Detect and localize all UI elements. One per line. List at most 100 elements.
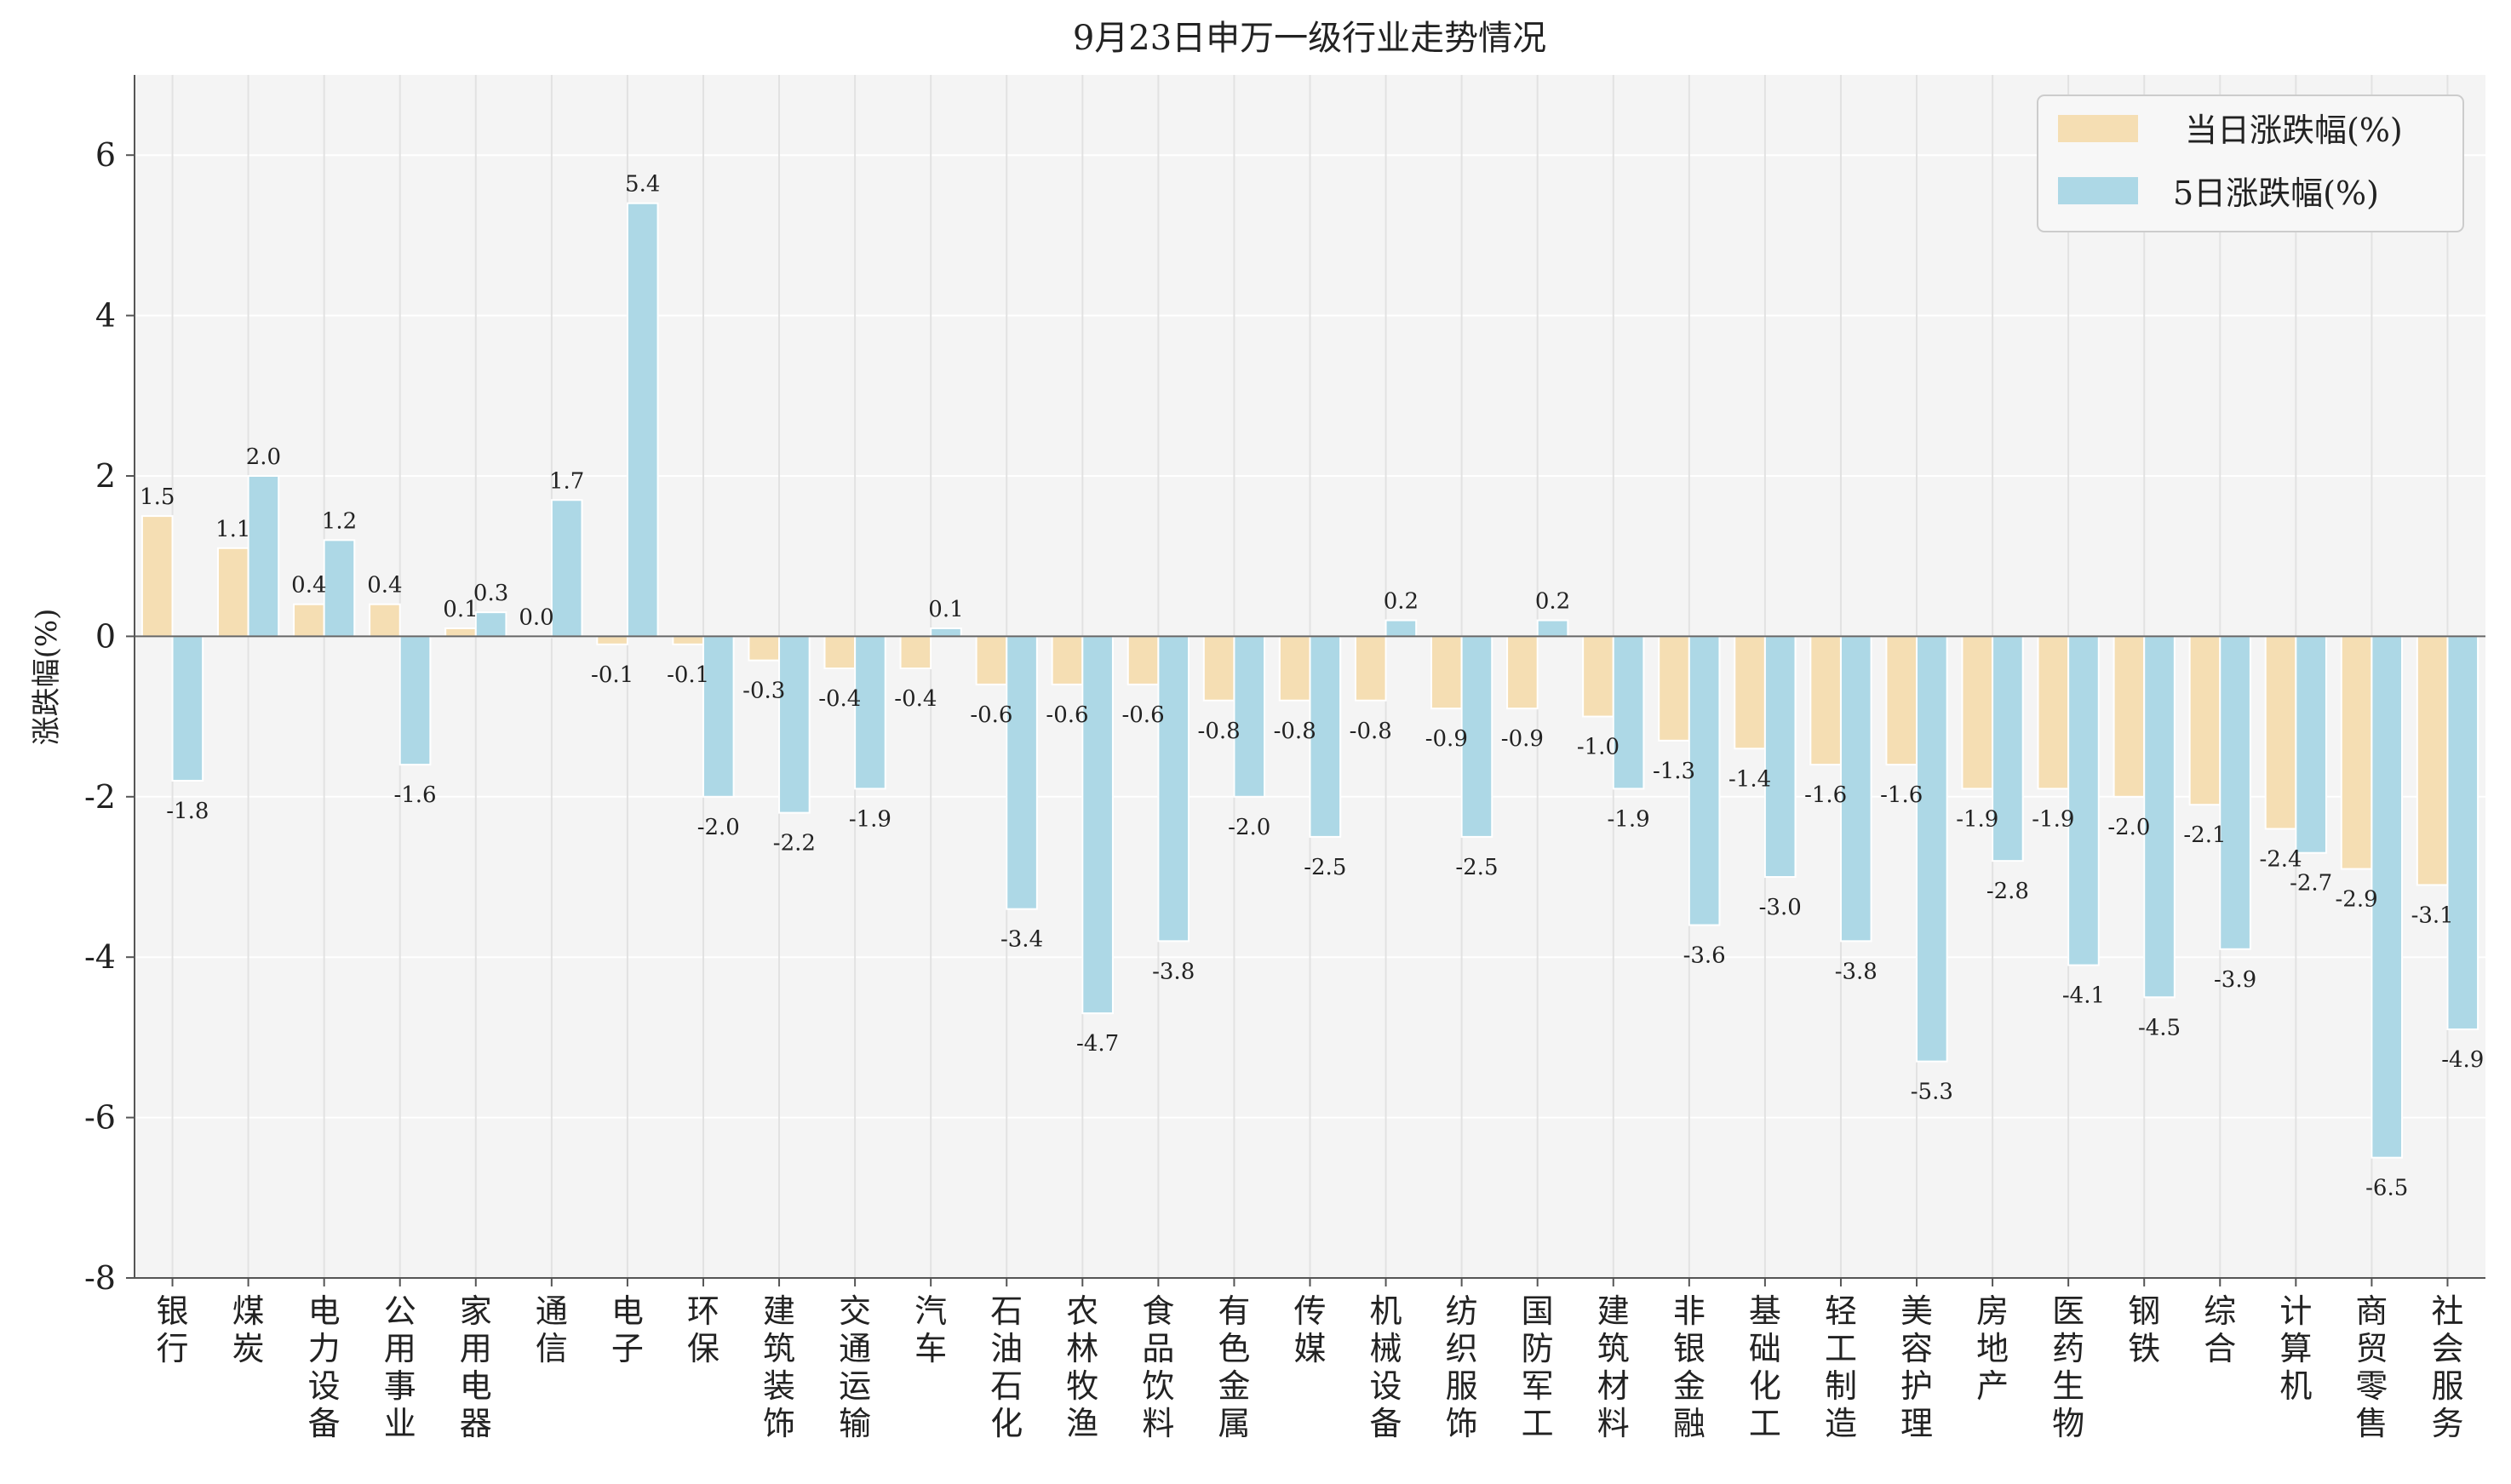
bar-daily	[444, 627, 477, 638]
data-label-daily: -1.6	[1804, 782, 1847, 808]
x-tick-label: 钢铁	[2128, 1292, 2160, 1367]
bar-daily	[823, 635, 857, 670]
bar-5day	[2067, 635, 2100, 966]
x-tick-label: 传媒	[1293, 1292, 1326, 1367]
bar-daily	[1202, 635, 1235, 702]
data-label-daily: -3.1	[2411, 902, 2454, 928]
data-label-daily: -0.9	[1425, 726, 1468, 752]
data-label-daily: 1.1	[215, 517, 250, 542]
bar-daily	[748, 635, 781, 662]
x-tick-label: 有色金属	[1218, 1292, 1250, 1442]
bar-daily	[596, 635, 628, 645]
bar-5day	[2219, 635, 2251, 950]
data-label-daily: -0.8	[1350, 719, 1392, 744]
y-tick-label: -8	[84, 1259, 116, 1297]
y-tick-label: 0	[95, 617, 116, 655]
data-label-daily: 0.4	[291, 573, 326, 599]
bar-daily	[1658, 635, 1690, 742]
y-tick-label: -2	[84, 778, 116, 816]
data-label-5day: 1.7	[549, 468, 584, 494]
y-tick-label: 2	[95, 457, 116, 495]
data-label-daily: -0.6	[970, 702, 1012, 728]
bar-5day	[2143, 635, 2176, 999]
data-label-daily: -1.6	[1880, 782, 1923, 808]
data-label-daily: -0.1	[591, 662, 633, 688]
bar-daily	[1430, 635, 1463, 710]
data-label-5day: -4.5	[2138, 1015, 2181, 1040]
legend: 当日涨跌幅(%) 5日涨跌幅(%)	[2037, 95, 2464, 232]
data-label-daily: -0.3	[742, 679, 785, 704]
bar-daily	[369, 603, 401, 638]
bar-5day	[626, 202, 659, 638]
x-tick-label: 医药生物	[2052, 1292, 2084, 1442]
bars	[140, 202, 2479, 1159]
bar-daily	[1354, 635, 1387, 702]
y-axis-label: 涨跌幅(%)	[30, 609, 64, 746]
data-label-daily: -1.4	[1728, 766, 1771, 792]
x-tick-label: 美容护理	[1900, 1292, 1933, 1442]
bar-5day	[2295, 635, 2327, 854]
data-label-daily: -1.9	[1956, 806, 1998, 832]
data-labels: 1.5-1.81.12.00.41.20.4-1.60.10.30.01.7-0…	[140, 172, 2484, 1201]
bar-5day	[1688, 635, 1721, 926]
bar-5day	[1536, 619, 1569, 638]
y-ticks: -8 -6 -4 -2 0 2 4 6	[84, 136, 135, 1297]
bar-5day	[1839, 635, 1872, 943]
bar-5day	[1157, 635, 1190, 943]
y-tick-label: 4	[95, 297, 116, 335]
data-label-daily: -2.1	[2183, 822, 2226, 848]
data-label-daily: -1.0	[1577, 735, 1620, 760]
data-label-5day: -3.8	[1152, 959, 1195, 984]
x-tick-label: 建筑材料	[1597, 1292, 1630, 1442]
data-label-5day: -4.7	[1076, 1031, 1119, 1057]
bar-daily	[899, 635, 932, 670]
bar-daily	[1127, 635, 1160, 685]
bar-5day	[550, 499, 583, 638]
bar-5day	[171, 635, 204, 782]
data-label-5day: -2.5	[1304, 855, 1346, 880]
bar-daily	[1278, 635, 1311, 702]
x-tick-label: 环保	[687, 1292, 719, 1367]
data-label-5day: 2.0	[246, 444, 281, 470]
data-label-5day: -1.8	[166, 799, 209, 824]
data-label-5day: -2.0	[697, 815, 740, 840]
bar-5day	[2371, 635, 2404, 1159]
bar-daily	[1582, 635, 1614, 718]
data-label-5day: 0.2	[1535, 589, 1570, 615]
bar-5day	[398, 635, 432, 766]
x-tick-label: 农林牧渔	[1066, 1292, 1098, 1442]
x-tick-label: 基础化工	[1749, 1292, 1781, 1442]
data-label-5day: 1.2	[322, 508, 357, 534]
bar-5day	[1916, 635, 1948, 1063]
x-tick-label: 煤炭	[232, 1292, 265, 1367]
data-label-5day: -3.4	[1000, 927, 1043, 953]
bar-5day	[1006, 635, 1038, 910]
bar-daily	[1506, 635, 1539, 710]
bar-daily	[1051, 635, 1084, 685]
data-label-daily: -0.9	[1501, 726, 1544, 752]
x-tick-label: 轻工制造	[1825, 1292, 1857, 1442]
bar-5day	[247, 475, 280, 638]
x-tick-label: 家用电器	[460, 1292, 492, 1442]
bar-daily	[2340, 635, 2373, 870]
data-label-5day: -4.1	[2062, 983, 2105, 1009]
data-label-daily: 0.4	[367, 573, 402, 599]
data-label-5day: -3.9	[2214, 967, 2256, 993]
data-label-5day: -5.3	[1911, 1080, 1953, 1105]
data-label-daily: -0.8	[1198, 719, 1241, 744]
y-tick-label: -4	[84, 938, 116, 976]
data-label-daily: -1.3	[1653, 759, 1695, 784]
x-tick-label: 交通运输	[839, 1292, 871, 1442]
data-label-5day: -3.6	[1683, 943, 1726, 969]
data-label-5day: -1.9	[1608, 806, 1650, 832]
bar-daily	[140, 515, 174, 638]
x-tick-label: 通信	[536, 1292, 568, 1367]
data-label-daily: -2.4	[2259, 846, 2302, 872]
x-tick-label: 纺织服饰	[1446, 1292, 1478, 1442]
data-label-daily: -0.6	[1121, 702, 1164, 728]
x-tick-label: 汽车	[914, 1292, 947, 1367]
chart-title: 9月23日申万一级行业走势情况	[1073, 19, 1546, 58]
data-label-5day: -6.5	[2365, 1176, 2408, 1201]
bar-daily	[975, 635, 1008, 685]
